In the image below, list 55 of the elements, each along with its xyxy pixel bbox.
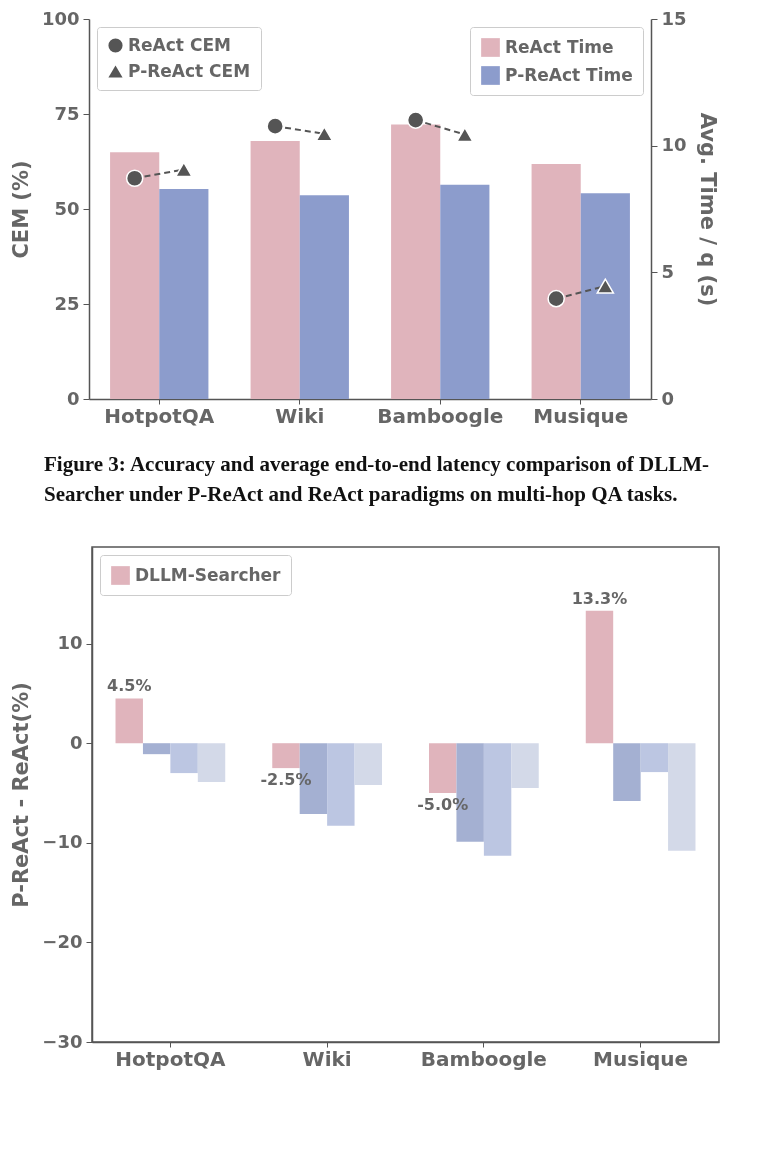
y-tick-label: −20 [42,930,83,952]
bar [580,193,630,399]
bar [531,163,581,399]
y-tick-label: 100 [41,7,80,29]
bar [272,743,300,769]
x-tick-label: HotpotQA [115,1046,226,1071]
bar [585,610,614,744]
bar [159,188,209,399]
bar [613,743,641,801]
bar [327,743,355,826]
y-tick-label: 0 [66,387,80,409]
legend-label: ReAct Time [505,36,614,57]
bar [354,743,382,786]
bar [170,743,198,774]
bar [299,195,349,399]
bar [668,743,696,851]
bar [440,184,490,399]
x-tick-label: Wiki [275,403,325,428]
y2-tick-label: 0 [661,387,675,409]
bar [197,743,226,783]
bar [142,743,171,755]
y-axis-title: P-ReAct - ReAct(%) [9,682,34,908]
x-tick-label: Bamboogle [377,403,504,428]
data-label: 4.5% [107,676,152,696]
y-tick-label: 25 [54,292,80,314]
bar [250,141,300,399]
bar [115,698,143,744]
bar [640,743,669,773]
legend-label: DLLM-Searcher [135,564,282,585]
data-label: 13.3% [571,588,628,608]
y-tick-label: −30 [42,1030,83,1052]
y2-axis-title: Avg. Time / q (s) [695,112,720,307]
bar [483,743,512,856]
bar [429,743,457,794]
y2-tick-label: 10 [661,134,687,156]
bar [110,152,160,399]
bar [391,124,441,399]
y2-tick-label: 15 [661,7,687,29]
y-axis-title: CEM (%) [8,160,33,259]
y-tick-label: −10 [42,831,83,853]
y-tick-label: 10 [57,632,83,654]
bar [511,743,539,789]
y2-tick-label: 5 [661,260,675,282]
x-tick-label: Bamboogle [420,1046,547,1071]
legend-label: P-ReAct Time [505,64,633,85]
legend-label: P-ReAct CEM [128,60,251,81]
x-tick-label: HotpotQA [104,403,215,428]
x-tick-label: Musique [593,1046,689,1071]
y-tick-label: 50 [54,197,80,219]
x-tick-label: Musique [533,403,629,428]
x-tick-label: Wiki [302,1046,352,1071]
y-tick-label: 0 [69,731,83,753]
caption: Figure 3: Accuracy and average end-to-end latency comparison of DLLM-Searcher under P-ReAct and ReAct paradigms on multi-hop QA tasks. [44,451,711,508]
y-tick-label: 75 [54,102,80,124]
legend-label: ReAct CEM [128,34,231,55]
